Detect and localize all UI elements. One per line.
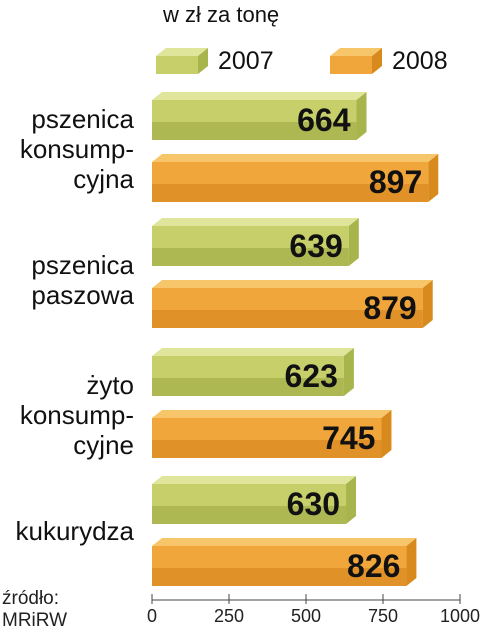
x-tick-750: 750 [367, 606, 399, 626]
bar-2008-3: 826 [152, 538, 417, 586]
value-label-2007-1: 639 [289, 228, 342, 264]
legend-label-2008: 2008 [392, 46, 448, 75]
x-tick-0: 0 [146, 606, 158, 626]
bar-2007-0: 664 [152, 92, 367, 140]
value-label-2008-2: 745 [322, 420, 375, 456]
bar-2007-2: 623 [152, 348, 354, 396]
bar-2008-2: 745 [152, 410, 392, 458]
legend-swatch-2007 [156, 48, 208, 74]
category-label-pszenica-paszowa: pszenica paszowa [31, 250, 134, 310]
bar-2007-1: 639 [152, 218, 359, 266]
unit-label: w zł za tonę [163, 2, 280, 27]
value-label-2008-3: 826 [347, 548, 400, 584]
x-tick-250: 250 [213, 606, 245, 626]
legend-swatch-2008 [330, 48, 382, 74]
category-label-pszenica-konsumpcyjna: pszenica konsump- cyjna [19, 104, 134, 194]
value-label-2007-2: 623 [284, 358, 337, 394]
legend-item-2008: 2008 [326, 44, 448, 78]
x-tick-1000: 1000 [439, 606, 481, 626]
bar-2007-3: 630 [152, 476, 357, 524]
value-label-2007-3: 630 [287, 486, 340, 522]
category-label-zyto-konsumpcyjne: żyto konsump- cyjne [19, 370, 134, 460]
bar-2008-0: 897 [152, 154, 439, 202]
category-label-kukurydza: kukurydza [15, 516, 135, 546]
legend-item-2007: 2007 [152, 44, 274, 78]
value-label-2008-0: 897 [369, 164, 422, 200]
x-tick-500: 500 [290, 606, 322, 626]
bar-2008-1: 879 [152, 280, 433, 328]
value-label-2007-0: 664 [297, 102, 351, 138]
legend-label-2007: 2007 [218, 46, 274, 75]
value-label-2008-1: 879 [363, 290, 416, 326]
source-note: źródło: MRiRW [2, 588, 68, 631]
